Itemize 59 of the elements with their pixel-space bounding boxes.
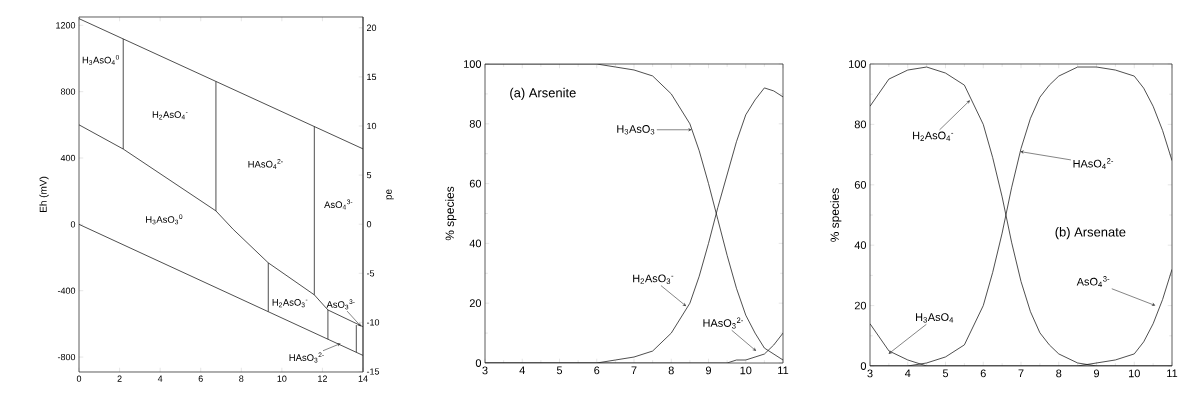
x-tick-label: 7 xyxy=(1018,369,1024,378)
x-tick-label: 8 xyxy=(1056,369,1062,378)
y-tick-label: 80 xyxy=(469,119,482,128)
x-tick-label: 7 xyxy=(631,366,637,375)
y-tick-label: 1200 xyxy=(56,22,76,29)
x-tick-label: 3 xyxy=(867,369,873,378)
x-tick-label: 3 xyxy=(482,366,488,375)
x-tick-label: 4 xyxy=(157,375,163,382)
annotation: H$_{3}$AsO$_{3}$ xyxy=(617,125,655,135)
y2-tick-label: -15 xyxy=(366,368,380,375)
x-tick-label: 9 xyxy=(705,366,712,375)
x-tick-label: 8 xyxy=(668,366,674,375)
y-tick-label: 400 xyxy=(60,154,76,162)
annotation: H$_{3}$AsO$_{4}$ xyxy=(916,313,954,323)
y-tick-label: 40 xyxy=(469,239,482,248)
y-tick-label: 60 xyxy=(469,179,482,188)
x-tick-label: 9 xyxy=(1093,369,1100,378)
y-axis-title: % species xyxy=(445,186,457,241)
y2-tick-label: 0 xyxy=(366,221,372,228)
y-tick-label: 20 xyxy=(854,301,867,310)
x-tick-label: 14 xyxy=(358,375,368,382)
y-tick-label: 100 xyxy=(464,60,482,68)
x-tick-label: 10 xyxy=(1128,369,1140,378)
x-tick-label: 6 xyxy=(594,366,600,375)
x-tick-label: 4 xyxy=(904,369,911,378)
y2-axis-title: pe xyxy=(386,189,394,200)
x-tick-label: 11 xyxy=(778,366,789,375)
y2-tick-label: 15 xyxy=(367,73,377,81)
y-tick-label: 40 xyxy=(854,241,867,250)
y-tick-label: 0 xyxy=(475,359,482,367)
x-tick-label: 10 xyxy=(740,366,752,375)
y2-tick-label: -10 xyxy=(366,319,380,326)
x-tick-label: 2 xyxy=(117,375,122,382)
y-tick-label: 20 xyxy=(469,299,482,308)
y2-tick-label: 20 xyxy=(366,24,377,31)
text: (b) Arsenate xyxy=(1055,227,1126,240)
y-tick-label: 80 xyxy=(854,120,867,129)
text: (a) Arsenite xyxy=(510,87,576,100)
x-tick-label: 10 xyxy=(277,375,287,382)
y-tick-label: 100 xyxy=(849,60,867,68)
y-axis-title: Eh (mV) xyxy=(39,176,49,212)
y-tick-label: 0 xyxy=(70,221,76,228)
x-tick-label: 12 xyxy=(318,375,327,382)
x-tick-label: 6 xyxy=(198,375,203,382)
x-tick-label: 0 xyxy=(76,375,82,382)
y2-tick-label: 10 xyxy=(367,122,377,130)
y-axis-title: % species xyxy=(830,188,842,242)
y-tick-label: 60 xyxy=(854,180,867,189)
y-tick-label: 800 xyxy=(60,88,76,95)
x-tick-label: 5 xyxy=(942,369,949,378)
x-tick-label: 8 xyxy=(239,375,244,382)
x-tick-label: 4 xyxy=(519,366,525,375)
y2-tick-label: -5 xyxy=(366,270,375,277)
y2-tick-label: 5 xyxy=(366,171,372,179)
y-tick-label: -800 xyxy=(57,353,76,361)
x-tick-label: 6 xyxy=(980,369,986,378)
y-tick-label: -400 xyxy=(57,287,76,294)
x-tick-label: 5 xyxy=(556,366,563,375)
x-tick-label: 11 xyxy=(1167,369,1178,378)
